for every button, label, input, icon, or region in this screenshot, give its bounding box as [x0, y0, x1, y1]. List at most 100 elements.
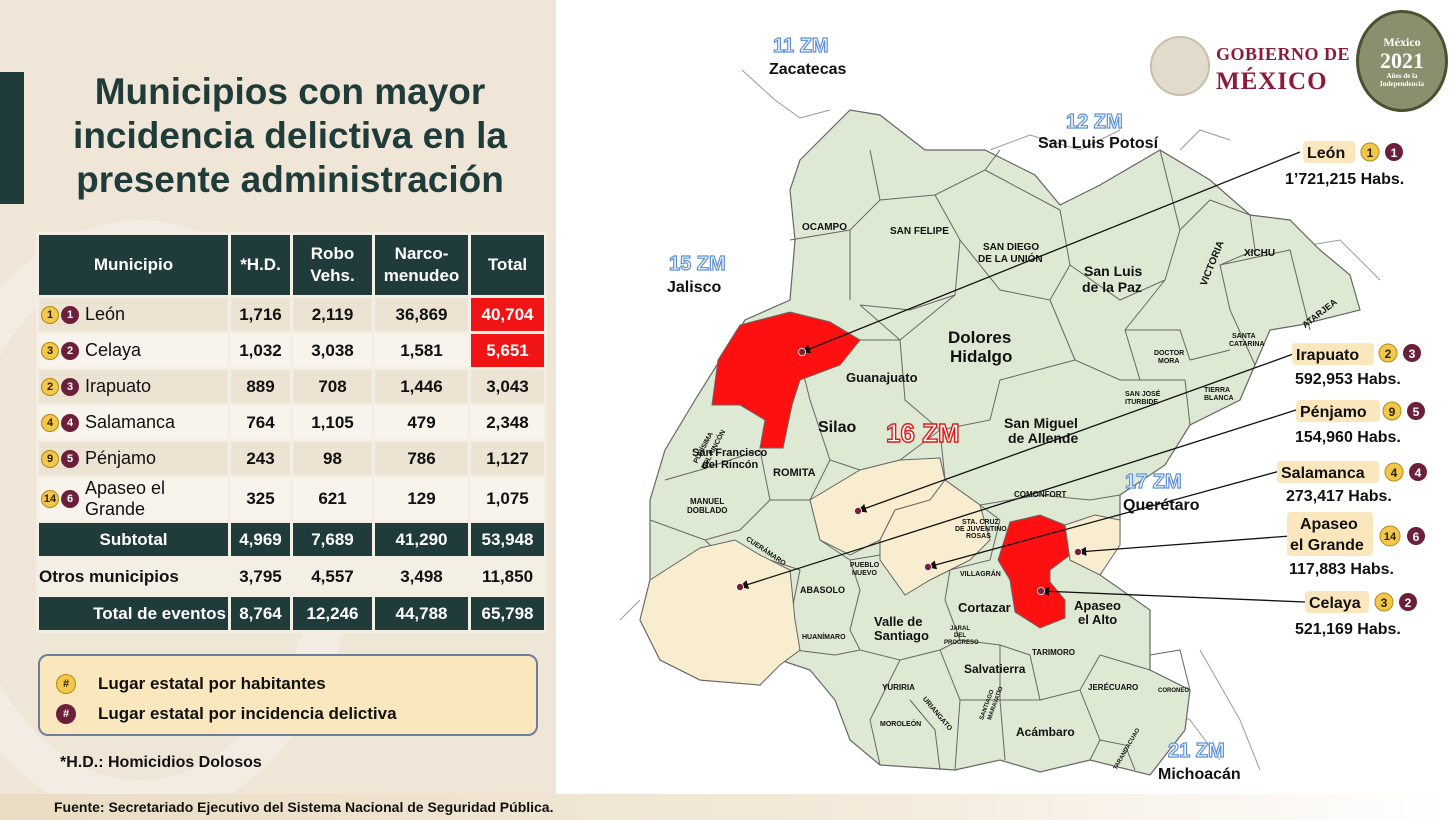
label-apaseo-alto-1: Apaseo — [1074, 598, 1121, 613]
total-cell: 53,948 — [468, 520, 547, 559]
label-sma-2: de Allende — [1008, 430, 1078, 446]
narco-cell: 786 — [372, 439, 471, 478]
leon-area — [711, 311, 861, 449]
header-hd: *H.D. — [228, 232, 293, 298]
gobierno-logo: GOBIERNO DE MÉXICO — [1216, 40, 1350, 96]
label-doctor-mora-1: DOCTOR — [1154, 350, 1184, 357]
total-cell: 40,704 — [468, 295, 547, 334]
callout-name: Salamanca — [1281, 465, 1365, 482]
irapuato-arrow — [857, 352, 1297, 513]
penjamo-dot — [736, 583, 745, 592]
robo-cell: 621 — [290, 475, 375, 523]
label-huanimaro: HUANÍMARO — [802, 632, 846, 641]
label-tierra-blanca-2: BLANCA — [1204, 395, 1234, 402]
state-queretaro: Querétaro — [1123, 497, 1200, 514]
leon-arrow — [801, 151, 1301, 354]
label-sc-2: DE JUVENTINO — [955, 526, 1007, 533]
total-cell: 1,127 — [468, 439, 547, 478]
narco-cell: 44,788 — [372, 594, 471, 633]
pop-rank-badge: 14 — [41, 490, 59, 508]
callout-name-2: el Grande — [1290, 537, 1364, 554]
pop-rank-text: 14 — [1384, 531, 1397, 543]
hd-cell: 1,032 — [228, 331, 293, 370]
pop-rank-badge — [1374, 592, 1394, 612]
emblem-year: 2021 — [1380, 48, 1424, 73]
leon-dot — [798, 347, 807, 356]
robo-cell: 3,038 — [290, 331, 375, 370]
label-sc-3: ROSAS — [966, 533, 991, 540]
callout-penjamo: Pénjamo 9 5 154,960 Habs. — [1295, 400, 1425, 446]
callout-name: Celaya — [1309, 595, 1361, 612]
callout-name-1: Apaseo — [1300, 516, 1358, 533]
label-san-diego-1: SAN DIEGO — [983, 242, 1039, 253]
legend-pop-item: # Lugar estatal por habitantes — [56, 674, 326, 694]
celaya-dot — [1037, 587, 1046, 596]
crime-rank-text: 5 — [1413, 405, 1420, 419]
narco-cell: 3,498 — [372, 556, 471, 597]
label-romita: ROMITA — [773, 467, 816, 479]
label-silao: Silao — [818, 419, 856, 436]
label-jaral-3: PROGRESO — [944, 640, 979, 646]
callout-name: Irapuato — [1296, 347, 1359, 364]
callout-celaya: Celaya 3 2 521,169 Habs. — [1295, 591, 1417, 638]
label-pueblo-2: NUEVO — [852, 570, 877, 577]
state-labels: Zacatecas San Luis Potosí Jalisco Querét… — [667, 61, 1241, 783]
pop-rank-badge: 1 — [41, 305, 59, 324]
pop-rank-badge: 2 — [41, 377, 59, 396]
emblem-line1: México — [1383, 35, 1421, 49]
footer-bar: Fuente: Secretariado Ejecutivo del Siste… — [0, 794, 1450, 820]
crime-rank-badge: 4 — [61, 413, 79, 432]
total-cell: 5,651 — [468, 331, 547, 370]
legend-crime-label: Lugar estatal por incidencia delictiva — [98, 704, 397, 723]
crime-rank-badge: 3 — [61, 377, 79, 396]
highlighted-municipalities — [639, 311, 1121, 686]
header-narco: Narco-menudeo — [372, 232, 471, 298]
hd-cell: 4,969 — [228, 520, 293, 559]
hd-cell: 8,764 — [228, 594, 293, 633]
page-title: Municipios con mayor incidencia delictiv… — [73, 71, 507, 200]
callout-habs: 592,953 Habs. — [1295, 371, 1401, 388]
header-robo: Robo Vehs. — [290, 232, 375, 298]
crime-rank-text: 6 — [1413, 530, 1420, 544]
label-dolores-2: Hidalgo — [950, 347, 1012, 366]
municipio-cell: 9 5 Pénjamo — [36, 439, 231, 478]
label-tierra-blanca-1: TIERRA — [1204, 387, 1230, 394]
label-slp-paz-2: de la Paz — [1082, 279, 1142, 295]
narco-cell: 1,581 — [372, 331, 471, 370]
callout-name: León — [1307, 145, 1345, 162]
label-dolores-1: Dolores — [948, 328, 1011, 347]
salamanca-dot — [924, 563, 933, 572]
total-cell: 2,348 — [468, 403, 547, 442]
municipio-cell: 14 6 Apaseo el Grande — [36, 475, 231, 523]
table-row: 9 5 Pénjamo 243 98 786 1,127 — [36, 439, 547, 478]
crime-rank-badge — [1407, 402, 1425, 420]
target-dots — [736, 347, 1083, 596]
municipality-labels: OCAMPO SAN FELIPE SAN DIEGO DE LA UNIÓN … — [687, 222, 1339, 771]
crime-rank-text: 4 — [1415, 466, 1422, 480]
zm-queretaro: 17 ZM — [1125, 471, 1182, 493]
municipio-name: Celaya — [85, 340, 142, 360]
table-row: 14 6 Apaseo el Grande 325 621 129 1,075 — [36, 475, 547, 523]
subtotal-row: Subtotal 4,969 7,689 41,290 53,948 — [36, 520, 547, 559]
crime-rank-badge — [1403, 344, 1421, 362]
municipio-cell: 2 3 Irapuato — [36, 367, 231, 406]
hd-cell: 1,716 — [228, 295, 293, 334]
pop-rank-badge: 3 — [41, 341, 59, 360]
header-narco-text: Narco-menudeo — [383, 244, 460, 285]
table-row: 1 1 León 1,716 2,119 36,869 40,704 — [36, 295, 547, 334]
hd-cell: 325 — [228, 475, 293, 523]
irapuato-dot — [854, 506, 863, 515]
callout-habs: 1’721,215 Habs. — [1285, 171, 1404, 188]
national-seal-logo — [1150, 36, 1210, 96]
state-michoacan: Michoacán — [1158, 766, 1241, 783]
callout-arrows — [739, 151, 1306, 603]
legend-pop-label: Lugar estatal por habitantes — [98, 674, 326, 693]
zm-labels: 11 ZM 12 ZM 15 ZM 17 ZM 21 ZM — [668, 34, 1225, 762]
crime-rank-badge: # — [56, 704, 76, 724]
pop-rank-text: 2 — [1385, 347, 1392, 361]
mexico-2021-emblem: México 2021 Años de la Independencia — [1356, 10, 1448, 112]
table-row: 3 2 Celaya 1,032 3,038 1,581 5,651 — [36, 331, 547, 370]
label-sfr-2: del Rincón — [702, 459, 759, 471]
crime-rank-text: 1 — [1391, 146, 1398, 160]
penjamo-arrow — [739, 409, 1297, 589]
